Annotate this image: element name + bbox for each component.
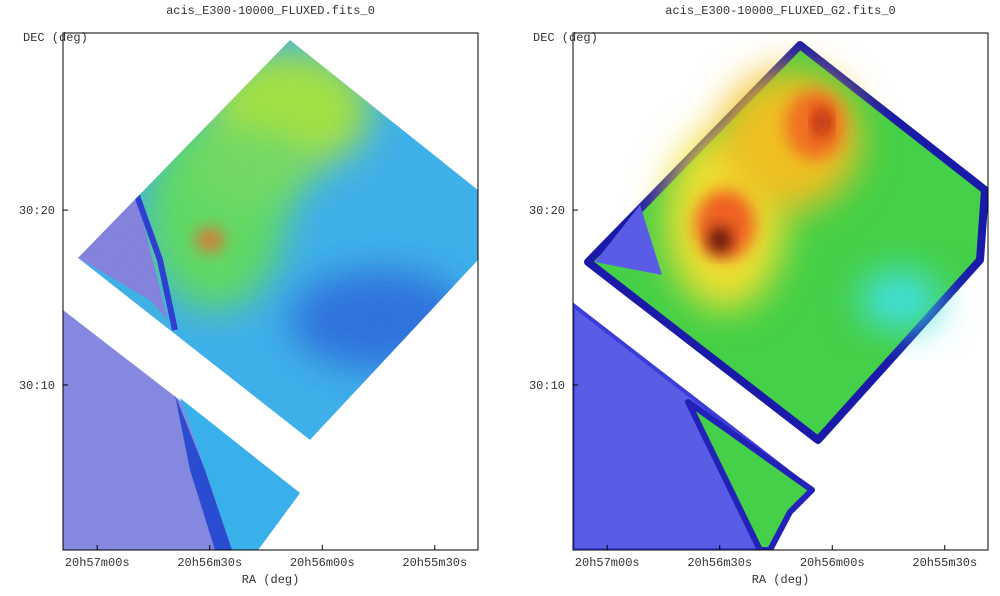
image-raw (63, 40, 478, 550)
x-axis-label: RA (deg) (752, 573, 810, 587)
y-tick-label: 30:20 (19, 204, 55, 218)
panel-title: acis_E300-10000_FLUXED_G2.fits_0 (665, 4, 895, 18)
x-tick-label: 20h57m00s (65, 556, 130, 570)
x-tick-label: 20h57m00s (575, 556, 640, 570)
plot-frame (572, 32, 989, 551)
y-tick-label: 30:10 (19, 379, 55, 393)
x-tick-label: 20h56m30s (177, 556, 242, 570)
x-tick-label: 20h56m00s (290, 556, 355, 570)
y-axis-label: DEC (deg) (533, 31, 598, 45)
image-smoothed (573, 41, 988, 550)
x-axis-label: RA (deg) (242, 573, 300, 587)
y-axis-label: DEC (deg) (23, 31, 88, 45)
x-tick-label: 20h56m30s (687, 556, 752, 570)
y-tick-label: 30:20 (529, 204, 565, 218)
panel-title: acis_E300-10000_FLUXED.fits_0 (166, 4, 375, 18)
x-tick-label: 20h55m30s (402, 556, 467, 570)
x-tick-label: 20h55m30s (912, 556, 977, 570)
y-tick-label: 30:10 (529, 379, 565, 393)
x-tick-label: 20h56m00s (800, 556, 865, 570)
plot-frame (62, 32, 479, 551)
